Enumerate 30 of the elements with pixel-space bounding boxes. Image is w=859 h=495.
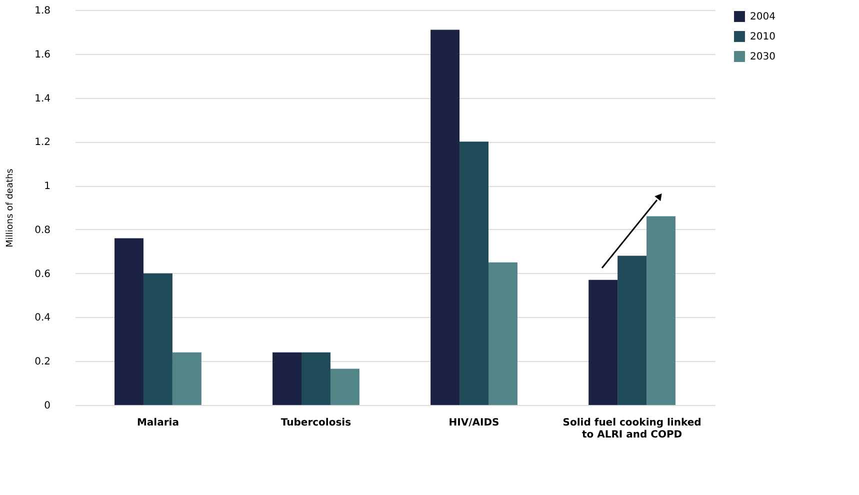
x-tick-label: Malaria — [136, 418, 179, 428]
bar — [588, 280, 618, 405]
y-tick-label: 1.6 — [34, 49, 50, 60]
legend-label: 2004 — [750, 12, 776, 22]
y-tick-label: 0.4 — [34, 312, 50, 324]
x-tick-label: Solid fuel cooking linked to ALRI and COPD — [562, 418, 702, 440]
y-tick-label: 0 — [44, 400, 50, 412]
bar — [646, 216, 676, 405]
bar — [430, 30, 460, 405]
bar — [114, 238, 144, 405]
bar — [302, 352, 330, 405]
y-tick-label: 1.2 — [34, 137, 50, 148]
x-tick-label: Tubercolosis — [280, 418, 352, 428]
legend-label: 2030 — [750, 52, 776, 62]
x-tick-label: HIV/AIDS — [448, 418, 500, 428]
y-tick-label: 1.8 — [34, 6, 50, 16]
y-axis-title: Millions of deaths — [6, 168, 16, 248]
y-tick-label: 0.8 — [34, 224, 50, 236]
y-tick-label: 1 — [44, 181, 50, 192]
legend-label: 2010 — [750, 32, 776, 42]
bar — [460, 142, 488, 405]
y-tick-label: 0.2 — [34, 356, 50, 368]
bar — [172, 352, 202, 405]
bar — [272, 352, 302, 405]
bar — [488, 262, 518, 405]
y-tick-label: 0.6 — [34, 268, 50, 280]
bar — [143, 273, 172, 405]
bar — [330, 368, 360, 405]
bar — [618, 256, 647, 405]
y-tick-label: 1.4 — [34, 93, 50, 104]
